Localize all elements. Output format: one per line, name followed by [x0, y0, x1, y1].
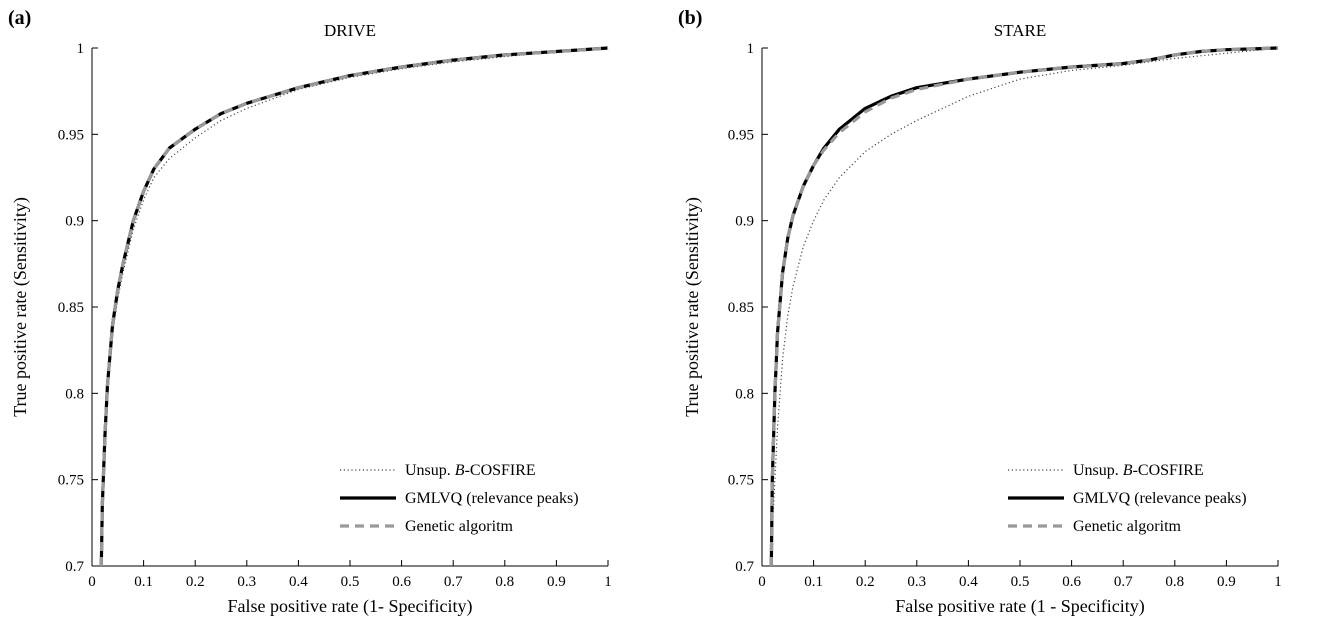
panel-a-x-tick-label: 0.6 — [392, 574, 411, 590]
panel-a-x-axis-label: False positive rate (1- Specificity) — [228, 596, 473, 617]
panel-b-x-tick-label: 0 — [758, 574, 766, 590]
panel-b-y-tick-label: 0.95 — [728, 127, 754, 143]
panel-a-y-tick-label: 0.75 — [58, 473, 84, 489]
panel-b-legend-label-solid: GMLVQ (relevance peaks) — [1073, 490, 1247, 507]
panel-b-x-tick-label: 0.3 — [907, 574, 926, 590]
panel-b-y-tick-label: 0.75 — [728, 473, 754, 489]
panel-b-y-axis-label: True positive rate (Sensitivity) — [682, 197, 703, 417]
panel-a-legend-label-dashed: Genetic algoritm — [405, 518, 514, 535]
panel-b-x-axis-label: False positive rate (1 - Specificity) — [895, 596, 1144, 617]
panel-a-x-tick-label: 0.9 — [547, 574, 566, 590]
panel-a-y-tick-label: 0.95 — [58, 127, 84, 143]
panel-a-x-tick-label: 0.8 — [495, 574, 514, 590]
panel-b-x-tick-label: 0.7 — [1114, 574, 1133, 590]
panel-a-series-solid-line — [99, 46, 609, 567]
panel-a-x-tick-label: 0.2 — [186, 574, 205, 590]
panel-a-y-tick-label: 0.85 — [58, 300, 84, 316]
panel-a-x-tick-label: 0.4 — [289, 574, 308, 590]
panel-b-x-tick-label: 0.9 — [1217, 574, 1236, 590]
panel-b-x-tick-label: 0.5 — [1011, 574, 1030, 590]
panel-a-legend-label-dotted: Unsup. B-COSFIRE — [405, 462, 536, 479]
panel-a-y-tick-label: 0.7 — [65, 559, 84, 575]
panel-a-x-tick-label: 0.7 — [444, 574, 463, 590]
panel-a-y-tick-label: 0.8 — [65, 386, 84, 402]
panel-a-x-tick-label: 0.5 — [341, 574, 360, 590]
panel-b-y-tick-label: 1 — [747, 41, 755, 57]
panel-b-y-tick-label: 0.7 — [735, 559, 754, 575]
panel-a-x-tick-label: 1 — [604, 574, 612, 590]
panel-b-y-tick-label: 0.8 — [735, 386, 754, 402]
panel-b-legend-label-dotted: Unsup. B-COSFIRE — [1073, 462, 1204, 479]
panel-a-legend-label-solid: GMLVQ (relevance peaks) — [405, 490, 579, 507]
panel-b-series-dashed-line — [769, 46, 1279, 567]
panel-a-y-axis-label: True positive rate (Sensitivity) — [10, 197, 31, 417]
panel-b-legend-label-dashed: Genetic algoritm — [1073, 518, 1182, 535]
panel-a-y-tick-label: 1 — [77, 41, 85, 57]
panel-b-y-tick-label: 0.85 — [728, 300, 754, 316]
panel-b-series-dotted-line — [770, 47, 1279, 567]
panel-b-x-tick-label: 1 — [1274, 574, 1282, 590]
panel-a-x-tick-label: 0 — [88, 574, 96, 590]
panel-b-letter: (b) — [678, 7, 702, 29]
panel-a-letter: (a) — [8, 7, 31, 29]
panel-b-x-tick-label: 0.2 — [856, 574, 875, 590]
panel-a-x-tick-label: 0.3 — [237, 574, 256, 590]
panel-a-series-dotted-line — [100, 47, 609, 567]
panel-b-title: STARE — [994, 21, 1046, 40]
panel-a-y-tick-label: 0.9 — [65, 214, 84, 230]
panel-a-series-dashed-line — [99, 46, 609, 567]
panel-b-x-tick-label: 0.6 — [1062, 574, 1081, 590]
panel-b-y-tick-label: 0.9 — [735, 214, 754, 230]
panel-a-title: DRIVE — [324, 21, 376, 40]
panel-b-x-tick-label: 0.1 — [804, 574, 823, 590]
panel-b-x-tick-label: 0.8 — [1165, 574, 1184, 590]
panel-b-x-tick-label: 0.4 — [959, 574, 978, 590]
panel-a-x-tick-label: 0.1 — [134, 574, 153, 590]
